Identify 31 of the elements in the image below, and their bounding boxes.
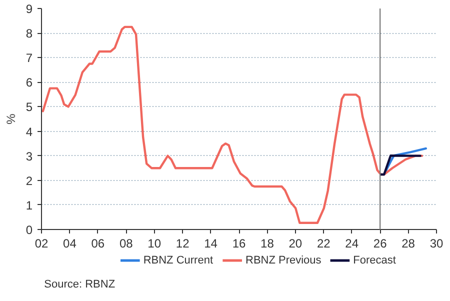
x-tick-label: 24 <box>345 236 359 250</box>
y-tick-label: 8 <box>26 26 33 41</box>
x-tick-label: 06 <box>91 236 105 250</box>
x-tick-label: 20 <box>288 236 302 250</box>
y-axis-title: % <box>4 113 18 124</box>
x-tick-label: 18 <box>260 236 274 250</box>
x-tick-label: 12 <box>176 236 190 250</box>
y-tick-label: 9 <box>26 2 33 16</box>
y-tick-label: 5 <box>26 100 33 114</box>
x-tick-label: 04 <box>63 236 77 250</box>
x-tick-label: 16 <box>232 236 246 250</box>
x-tick-label: 26 <box>373 236 388 250</box>
y-tick-label: 1 <box>26 198 33 212</box>
x-tick-label: 22 <box>316 236 331 250</box>
legend-label: RBNZ Previous <box>245 254 322 266</box>
x-tick-label: 08 <box>119 236 134 250</box>
y-tick-label: 6 <box>26 76 33 90</box>
legend-label: RBNZ Current <box>143 254 214 266</box>
source-note: Source: RBNZ <box>44 278 116 290</box>
y-tick-label: 7 <box>26 51 33 66</box>
x-tick-label: 14 <box>204 236 218 250</box>
y-tick-label: 0 <box>26 223 33 237</box>
y-tick-label: 3 <box>26 149 33 164</box>
x-tick-label: 02 <box>34 236 48 250</box>
y-tick-label: 4 <box>26 124 33 139</box>
line-series <box>42 26 424 224</box>
legend-label: Forecast <box>353 254 396 266</box>
x-tick-label: 30 <box>430 236 444 250</box>
x-tick-label: 10 <box>148 236 162 250</box>
y-tick-label: 2 <box>26 174 33 188</box>
x-tick-label: 28 <box>402 236 416 250</box>
